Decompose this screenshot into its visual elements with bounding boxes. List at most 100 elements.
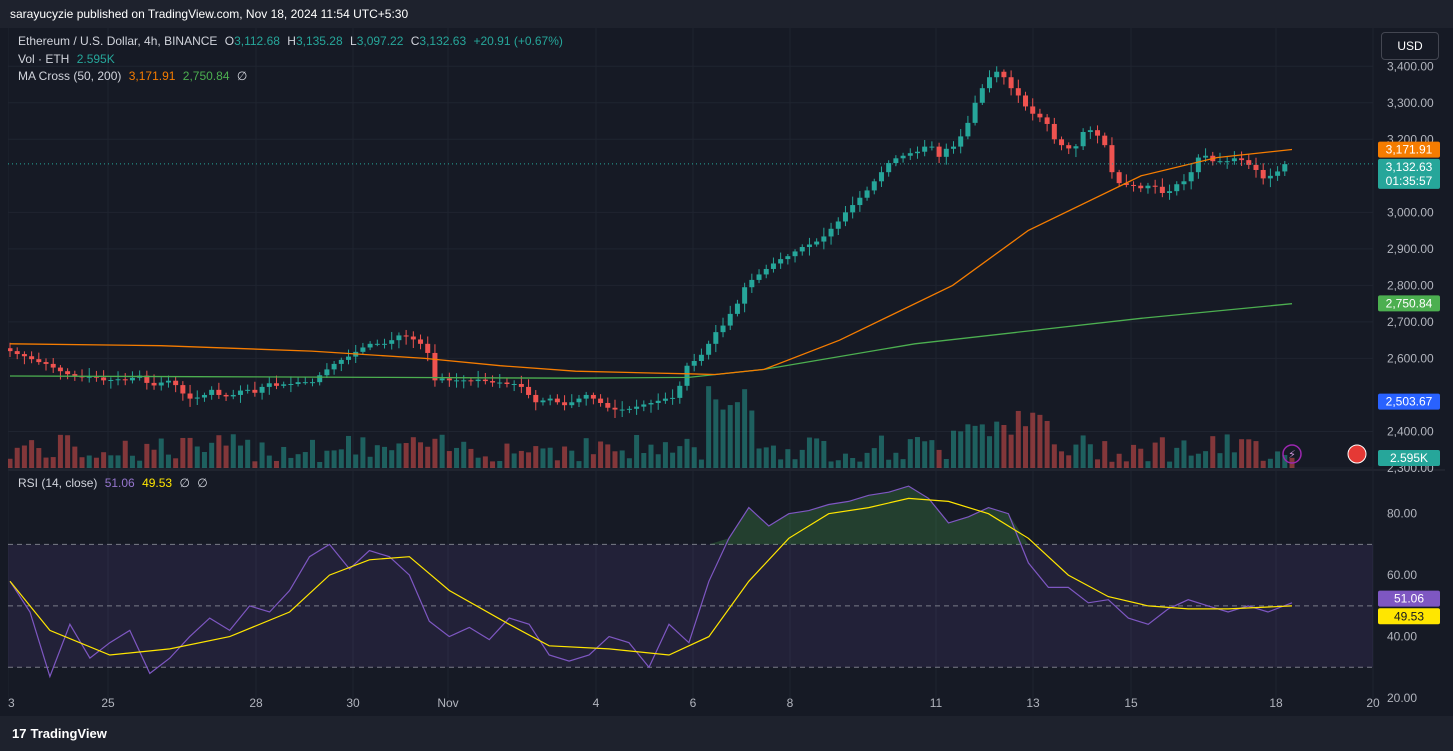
volume-bar — [1282, 454, 1288, 468]
volume-bar — [720, 409, 726, 468]
volume-bar — [929, 440, 935, 468]
volume-legend: Vol · ETH 2.595K — [18, 52, 119, 66]
volume-bar — [756, 448, 762, 468]
candle-body — [266, 383, 272, 387]
ma50-badge: 3,171.91 — [1386, 143, 1433, 157]
volume-bar — [684, 438, 690, 468]
volume-bar — [1224, 434, 1230, 468]
candle-body — [540, 400, 546, 403]
candle-body — [382, 343, 388, 345]
tradingview-logo[interactable]: 17 TradingView — [12, 726, 107, 741]
candle-body — [756, 274, 762, 280]
volume-badge-bg — [1378, 450, 1440, 466]
volume-bar — [79, 457, 85, 468]
candle-body — [101, 377, 107, 381]
volume-bar — [526, 452, 532, 468]
candle-body — [187, 393, 193, 399]
volume-bar — [1030, 412, 1036, 468]
date-tick-label: 25 — [101, 696, 115, 710]
ma-label[interactable]: MA Cross (50, 200) — [18, 69, 122, 83]
candle-body — [929, 146, 935, 148]
candle-body — [864, 190, 870, 198]
high-value: 3,135.28 — [295, 34, 343, 48]
volume-bar — [965, 424, 971, 468]
volume-bar — [382, 446, 388, 468]
chart-canvas[interactable]: 3,400.003,300.003,200.003,000.002,900.00… — [8, 28, 1445, 716]
chart-area[interactable]: 3,400.00 3,300.00 3,200.00 3,000.00 2,900.00… — [8, 28, 1445, 716]
candle-body — [403, 335, 409, 337]
candle-body — [360, 347, 366, 352]
ma-legend: MA Cross (50, 200) 3,171.91 2,750.84 ∅ — [18, 69, 251, 83]
volume-bar — [734, 402, 740, 468]
candle-body — [396, 335, 402, 341]
symbol-label[interactable]: Ethereum / U.S. Dollar, 4h, BINANCE — [18, 34, 218, 48]
candle-body — [893, 158, 899, 164]
candle-body — [742, 287, 748, 304]
volume-bar — [691, 447, 697, 468]
rsi-legend: RSI (14, close) 51.06 49.53 ∅ ∅ — [18, 476, 212, 490]
volume-bar — [1159, 437, 1165, 468]
candle-body — [309, 382, 315, 384]
date-tick-label: 11 — [930, 696, 943, 710]
candle-body — [987, 77, 993, 89]
volume-bar — [410, 437, 416, 468]
candle-body — [475, 379, 481, 382]
candle-body — [569, 402, 575, 406]
volume-bar — [8, 458, 13, 468]
price-tick-label: 2,600.00 — [1387, 351, 1434, 365]
candle-body — [1073, 146, 1079, 149]
candle-body — [842, 212, 848, 222]
candle-body — [115, 379, 121, 381]
volume-bar — [706, 386, 712, 468]
volume-value: 2.595K — [76, 52, 115, 66]
volume-bar — [418, 442, 424, 468]
candle-body — [432, 352, 438, 381]
candle-body — [1030, 106, 1036, 114]
candle-body — [583, 394, 589, 399]
rsi-tick-label: 60.00 — [1387, 568, 1417, 582]
volume-bar — [634, 434, 640, 468]
candle-body — [576, 398, 582, 403]
candle-body — [958, 136, 964, 147]
candle-body — [1203, 155, 1209, 158]
rsi-ma-line — [9, 497, 1293, 656]
volume-bar — [893, 452, 899, 468]
candle-body — [418, 339, 424, 344]
volume-bar — [475, 457, 481, 468]
volume-bar — [943, 459, 949, 468]
candle-body — [727, 313, 733, 326]
volume-bar — [1080, 435, 1086, 468]
rsi-band — [8, 544, 1373, 668]
volume-bar — [605, 444, 611, 468]
volume-label[interactable]: Vol · ETH — [18, 52, 70, 66]
candle-body — [425, 343, 431, 353]
candle-body — [1102, 135, 1108, 146]
candle-body — [1123, 183, 1129, 185]
currency-button[interactable]: USD — [1381, 32, 1439, 60]
volume-bar — [108, 455, 114, 468]
volume-bar — [914, 437, 920, 468]
candle-body — [1051, 123, 1057, 140]
rsi-label[interactable]: RSI (14, close) — [18, 476, 98, 490]
rsi-line — [9, 485, 1293, 679]
close-value: 3,132.63 — [419, 34, 467, 48]
candle-body — [338, 359, 344, 364]
volume-bar — [598, 441, 604, 468]
volume-bar — [900, 459, 906, 468]
candle-body — [151, 382, 157, 386]
volume-bar — [994, 421, 1000, 468]
candle-body — [122, 379, 128, 381]
volume-bar — [187, 437, 193, 468]
candle-body — [1015, 88, 1021, 96]
candle-body — [439, 378, 445, 381]
volume-bar — [482, 456, 488, 468]
candle-body — [446, 378, 452, 381]
date-tick-label: Nov — [437, 696, 458, 710]
candle-body — [1109, 145, 1115, 173]
volume-bar — [259, 442, 265, 468]
low-value: 3,097.22 — [356, 34, 404, 48]
candle-body — [662, 398, 668, 401]
volume-bar — [835, 460, 841, 468]
volume-bar — [612, 451, 618, 468]
volume-bar — [194, 446, 200, 468]
